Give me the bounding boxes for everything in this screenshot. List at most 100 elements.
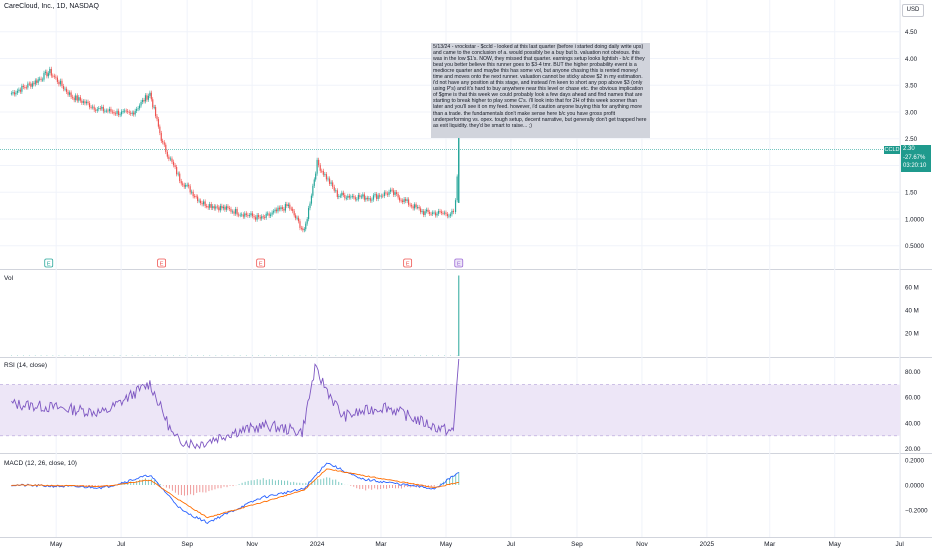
price-tick-label: 2.50 xyxy=(905,136,918,143)
price-tick-label: 4.00 xyxy=(905,56,918,63)
candle-body xyxy=(451,210,453,215)
macd-histogram-bar xyxy=(247,480,249,485)
macd-histogram-bar xyxy=(220,485,222,489)
event-marker-earnings xyxy=(403,258,413,268)
macd-histogram-bar xyxy=(374,485,376,489)
candle-body xyxy=(392,190,395,195)
candle-body xyxy=(105,110,107,112)
candle-body xyxy=(256,215,258,220)
candle-body xyxy=(44,71,47,73)
macd-histogram-bar xyxy=(10,485,12,486)
chart-title: CareCloud, Inc., 1D, NASDAQ xyxy=(4,3,99,10)
candle-body xyxy=(149,92,151,96)
candle-body xyxy=(64,88,66,90)
volume-bar xyxy=(335,355,337,356)
candle-body xyxy=(143,99,145,102)
candle-body xyxy=(146,95,148,100)
macd-histogram-bar xyxy=(403,485,405,488)
rsi-tick-label: 80.00 xyxy=(905,369,921,376)
candle-body xyxy=(239,214,241,216)
price-tick-label: 4.50 xyxy=(905,29,918,36)
candle-body xyxy=(13,92,16,95)
volume-bar xyxy=(371,355,373,356)
macd-histogram-bar xyxy=(250,480,252,485)
candle-body xyxy=(350,196,352,198)
candle-body xyxy=(305,223,307,230)
macd-histogram-bar xyxy=(406,485,408,487)
candle-body xyxy=(344,194,346,199)
rsi-tick-label: 40.00 xyxy=(905,420,921,427)
macd-histogram-bar xyxy=(362,485,364,489)
candle-body xyxy=(437,211,440,214)
candle-body xyxy=(388,191,390,195)
candle-body xyxy=(244,213,246,217)
macd-histogram-bar xyxy=(335,479,337,485)
candle-body xyxy=(434,212,437,216)
candle-body xyxy=(81,100,83,103)
candle-body xyxy=(53,75,55,77)
volume-bar xyxy=(432,355,433,356)
macd-histogram-bar xyxy=(265,479,267,485)
candle-body xyxy=(400,200,402,202)
candle-body xyxy=(325,174,328,180)
volume-bar xyxy=(239,355,241,356)
candle-body xyxy=(197,196,199,201)
volume-bar xyxy=(22,355,24,356)
last-price: 2.30 xyxy=(903,146,915,152)
candle-body xyxy=(22,85,24,87)
candle-body xyxy=(328,178,331,184)
volume-bar xyxy=(34,355,36,356)
candle-body xyxy=(375,194,378,199)
macd-histogram-bar xyxy=(287,480,289,485)
candle-body xyxy=(95,109,97,111)
macd-histogram-bar xyxy=(290,482,292,485)
candle-body xyxy=(119,114,121,116)
candle-body xyxy=(262,216,264,218)
macd-histogram-bar xyxy=(139,479,141,485)
candle-body xyxy=(289,204,291,209)
candle-body xyxy=(259,217,261,219)
volume-bar xyxy=(456,355,458,356)
currency-button[interactable]: USD xyxy=(902,4,924,17)
candle-body xyxy=(341,192,343,196)
candle-body xyxy=(137,108,139,110)
price-tick-label: 3.50 xyxy=(905,83,918,90)
candle-body xyxy=(402,200,404,202)
candle-body xyxy=(268,213,270,216)
event-marker-label: E xyxy=(160,261,164,267)
macd-histogram-bar xyxy=(386,485,388,489)
candle-body xyxy=(433,212,435,214)
candle-body xyxy=(177,173,179,175)
candle-body xyxy=(70,92,72,97)
volume-bar xyxy=(119,355,121,356)
volume-pane-label[interactable]: Vol xyxy=(4,275,14,282)
candle-body xyxy=(188,184,190,187)
macd-histogram-bar xyxy=(268,479,270,485)
macd-histogram-bar xyxy=(238,484,240,485)
macd-histogram-bar xyxy=(389,485,391,489)
candle-body xyxy=(275,209,278,212)
candle-body xyxy=(88,103,91,108)
candle-body xyxy=(270,214,272,216)
price-change: -27.67% xyxy=(903,154,926,161)
rsi-pane-label[interactable]: RSI (14, close) xyxy=(4,362,47,369)
macd-pane-label[interactable]: MACD (12, 26, close, 10) xyxy=(4,460,77,467)
candle-body xyxy=(366,197,368,200)
candle-body xyxy=(147,95,150,100)
candle-body xyxy=(296,217,298,219)
annotation-note[interactable]: 5/13/24 - vrockstar - $ccld - looked at … xyxy=(431,43,650,138)
volume-bar xyxy=(131,355,133,356)
candle-body xyxy=(431,212,434,214)
candle-body xyxy=(50,68,52,76)
candle-body xyxy=(198,200,200,202)
volume-bar xyxy=(28,355,30,356)
macd-histogram-bar xyxy=(359,485,361,490)
candle-body xyxy=(125,110,127,112)
volume-bar xyxy=(137,355,139,356)
macd-histogram-bar xyxy=(130,481,132,485)
candle-body xyxy=(234,208,237,214)
macd-histogram-bar xyxy=(392,485,394,489)
candle-body xyxy=(280,207,282,210)
candle-body xyxy=(385,192,387,194)
event-marker-label: E xyxy=(47,261,51,267)
